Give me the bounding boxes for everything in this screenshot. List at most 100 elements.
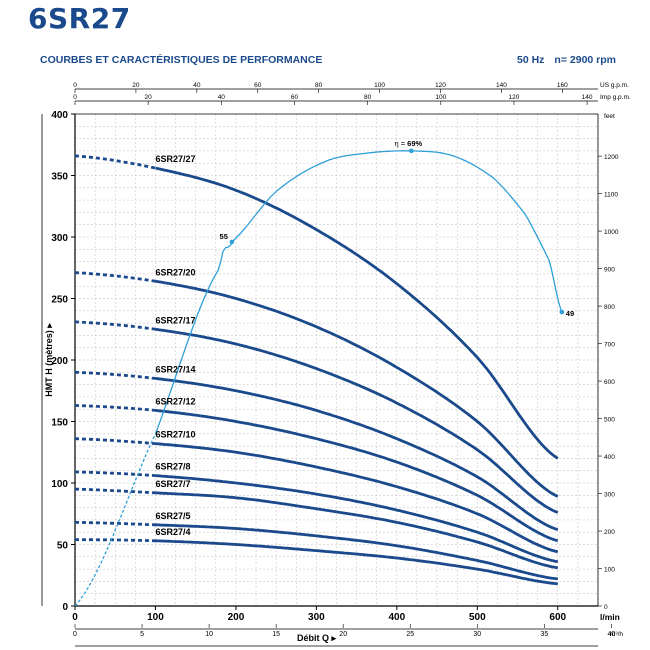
x-tick-label: 200: [228, 612, 245, 623]
y-tick-label: 300: [51, 233, 68, 244]
curve-label: 6SR27/20: [155, 267, 195, 277]
impgpm-tick-label: 20: [145, 94, 153, 101]
x-unit-label: l/min: [600, 612, 620, 622]
impgpm-tick-label: 40: [218, 94, 226, 101]
impgpm-tick-label: 100: [435, 94, 446, 101]
efficiency-peak-label: η = 69%: [394, 139, 422, 148]
m3h-tick-label: 0: [73, 631, 77, 638]
y-tick-label: 50: [57, 541, 69, 552]
curve-label: 6SR27/8: [155, 462, 190, 472]
grid: [74, 113, 599, 607]
curve-solid-segment: [155, 474, 559, 564]
x-tick-label: 300: [308, 612, 325, 623]
x-tick-label: 500: [469, 612, 486, 623]
feet-tick-label: 700: [604, 342, 615, 349]
usgpm-unit-label: US g.p.m.: [600, 82, 629, 89]
feet-unit-label: feet: [604, 113, 615, 120]
curve-solid-segment: [155, 491, 559, 570]
chart-subtitle: COURBES ET CARACTÉRISTIQUES DE PERFORMAN…: [40, 54, 323, 66]
feet-tick-label: 1200: [604, 154, 619, 161]
y-tick-label: 0: [62, 602, 68, 613]
x-tick-label: 0: [72, 612, 78, 623]
m3h-tick-label: 15: [272, 631, 280, 638]
impgpm-tick-label: 0: [73, 94, 77, 101]
usgpm-tick-label: 100: [374, 82, 385, 89]
curve-solid-segment: [155, 523, 558, 581]
efficiency-point: [559, 309, 565, 315]
impgpm-tick-label: 60: [291, 94, 299, 101]
efficiency-prefix: η =: [394, 139, 407, 148]
speed-label: n= 2900 rpm: [554, 54, 616, 66]
curve-solid-segment: [155, 377, 559, 532]
feet-tick-label: 100: [604, 567, 615, 574]
feet-tick-label: 900: [604, 267, 615, 274]
impgpm-tick-label: 140: [582, 94, 593, 101]
y-tick-label: 100: [51, 479, 68, 490]
m3h-tick-label: 30: [473, 631, 481, 638]
efficiency-point-label: 49: [566, 309, 574, 318]
efficiency-dashed-segment: [74, 433, 157, 607]
feet-tick-label: 500: [604, 417, 615, 424]
usgpm-tick-label: 20: [132, 82, 140, 89]
curve-label: 6SR27/17: [155, 315, 195, 325]
feet-tick-label: 600: [604, 379, 615, 386]
m3h-tick-label: 40: [608, 631, 616, 638]
axes: [41, 88, 612, 647]
curve-label: 6SR27/7: [155, 479, 190, 489]
m3h-unit-label: m³/h: [610, 631, 623, 638]
usgpm-tick-label: 60: [254, 82, 262, 89]
efficiency-point: [409, 148, 414, 154]
curve-solid-segment: [155, 409, 559, 543]
y-tick-label: 350: [51, 172, 68, 183]
impgpm-unit-label: Imp g.p.m.: [600, 94, 631, 101]
m3h-tick-label: 20: [339, 631, 347, 638]
curve-label: 6SR27/10: [155, 430, 195, 440]
y-tick-label: 400: [51, 110, 68, 121]
pump-curves: [74, 154, 559, 586]
usgpm-tick-label: 40: [193, 82, 201, 89]
feet-tick-label: 300: [604, 492, 615, 499]
m3h-tick-label: 5: [140, 631, 144, 638]
efficiency-curve: [74, 148, 565, 607]
curve-solid-segment: [155, 166, 559, 460]
y-tick-label: 250: [51, 295, 68, 306]
usgpm-tick-label: 140: [496, 82, 507, 89]
feet-tick-label: 800: [604, 304, 615, 311]
curve-label: 6SR27/14: [155, 364, 195, 374]
curve-solid-segment: [155, 442, 559, 554]
m3h-tick-label: 10: [205, 631, 213, 638]
efficiency-solid-segment: [154, 150, 562, 435]
m3h-tick-label: 35: [540, 631, 548, 638]
usgpm-tick-label: 120: [435, 82, 446, 89]
curve-solid-segment: [155, 279, 559, 498]
impgpm-tick-label: 120: [509, 94, 520, 101]
y-axis-title: HMT H (mètres) ▸: [44, 323, 54, 397]
feet-tick-label: 1100: [604, 192, 618, 199]
feet-tick-label: 0: [604, 604, 608, 611]
curve-label: 6SR27/12: [155, 396, 195, 406]
usgpm-tick-label: 0: [73, 82, 77, 89]
curve-label: 6SR27/4: [155, 527, 190, 537]
curve-label: 6SR27/5: [155, 511, 190, 521]
m3h-tick-label: 25: [406, 631, 414, 638]
feet-tick-label: 400: [604, 454, 615, 461]
frequency-info: 50 Hz n= 2900 rpm: [507, 54, 616, 66]
usgpm-tick-label: 80: [315, 82, 323, 89]
x-tick-label: 400: [389, 612, 406, 623]
curve-solid-segment: [155, 539, 558, 586]
efficiency-point: [229, 239, 235, 245]
x-tick-label: 600: [549, 612, 566, 623]
impgpm-tick-label: 80: [364, 94, 372, 101]
efficiency-peak-value: 69%: [407, 139, 422, 148]
feet-tick-label: 200: [604, 529, 615, 536]
page-title: 6SR27: [28, 2, 131, 35]
curve-solid-segment: [155, 327, 559, 514]
x-axis-title: Débit Q ▸: [297, 633, 337, 643]
y-tick-label: 150: [51, 418, 68, 429]
y-tick-label: 200: [51, 356, 68, 367]
efficiency-point-label: 55: [220, 232, 228, 241]
frequency-label: 50 Hz: [516, 54, 545, 66]
usgpm-tick-label: 160: [557, 82, 568, 89]
